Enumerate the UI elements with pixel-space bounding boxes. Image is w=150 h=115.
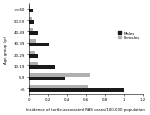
Bar [28,55,38,58]
Bar [28,77,65,81]
Bar [28,21,34,25]
Bar [28,74,90,77]
X-axis label: Incidence of turtle-associated RAS cases/100,000 population: Incidence of turtle-associated RAS cases… [26,107,145,111]
Legend: Males, Females: Males, Females [117,30,141,41]
Bar [28,43,50,47]
Bar [28,51,35,55]
Bar [28,10,33,13]
Bar [28,6,30,10]
Bar [28,17,32,21]
Bar [28,66,55,69]
Y-axis label: Age group (yr): Age group (yr) [4,35,8,63]
Bar [28,40,36,43]
Bar [28,32,38,36]
Bar [28,29,33,32]
Bar [28,62,38,66]
Bar [28,88,124,92]
Bar [28,85,88,88]
